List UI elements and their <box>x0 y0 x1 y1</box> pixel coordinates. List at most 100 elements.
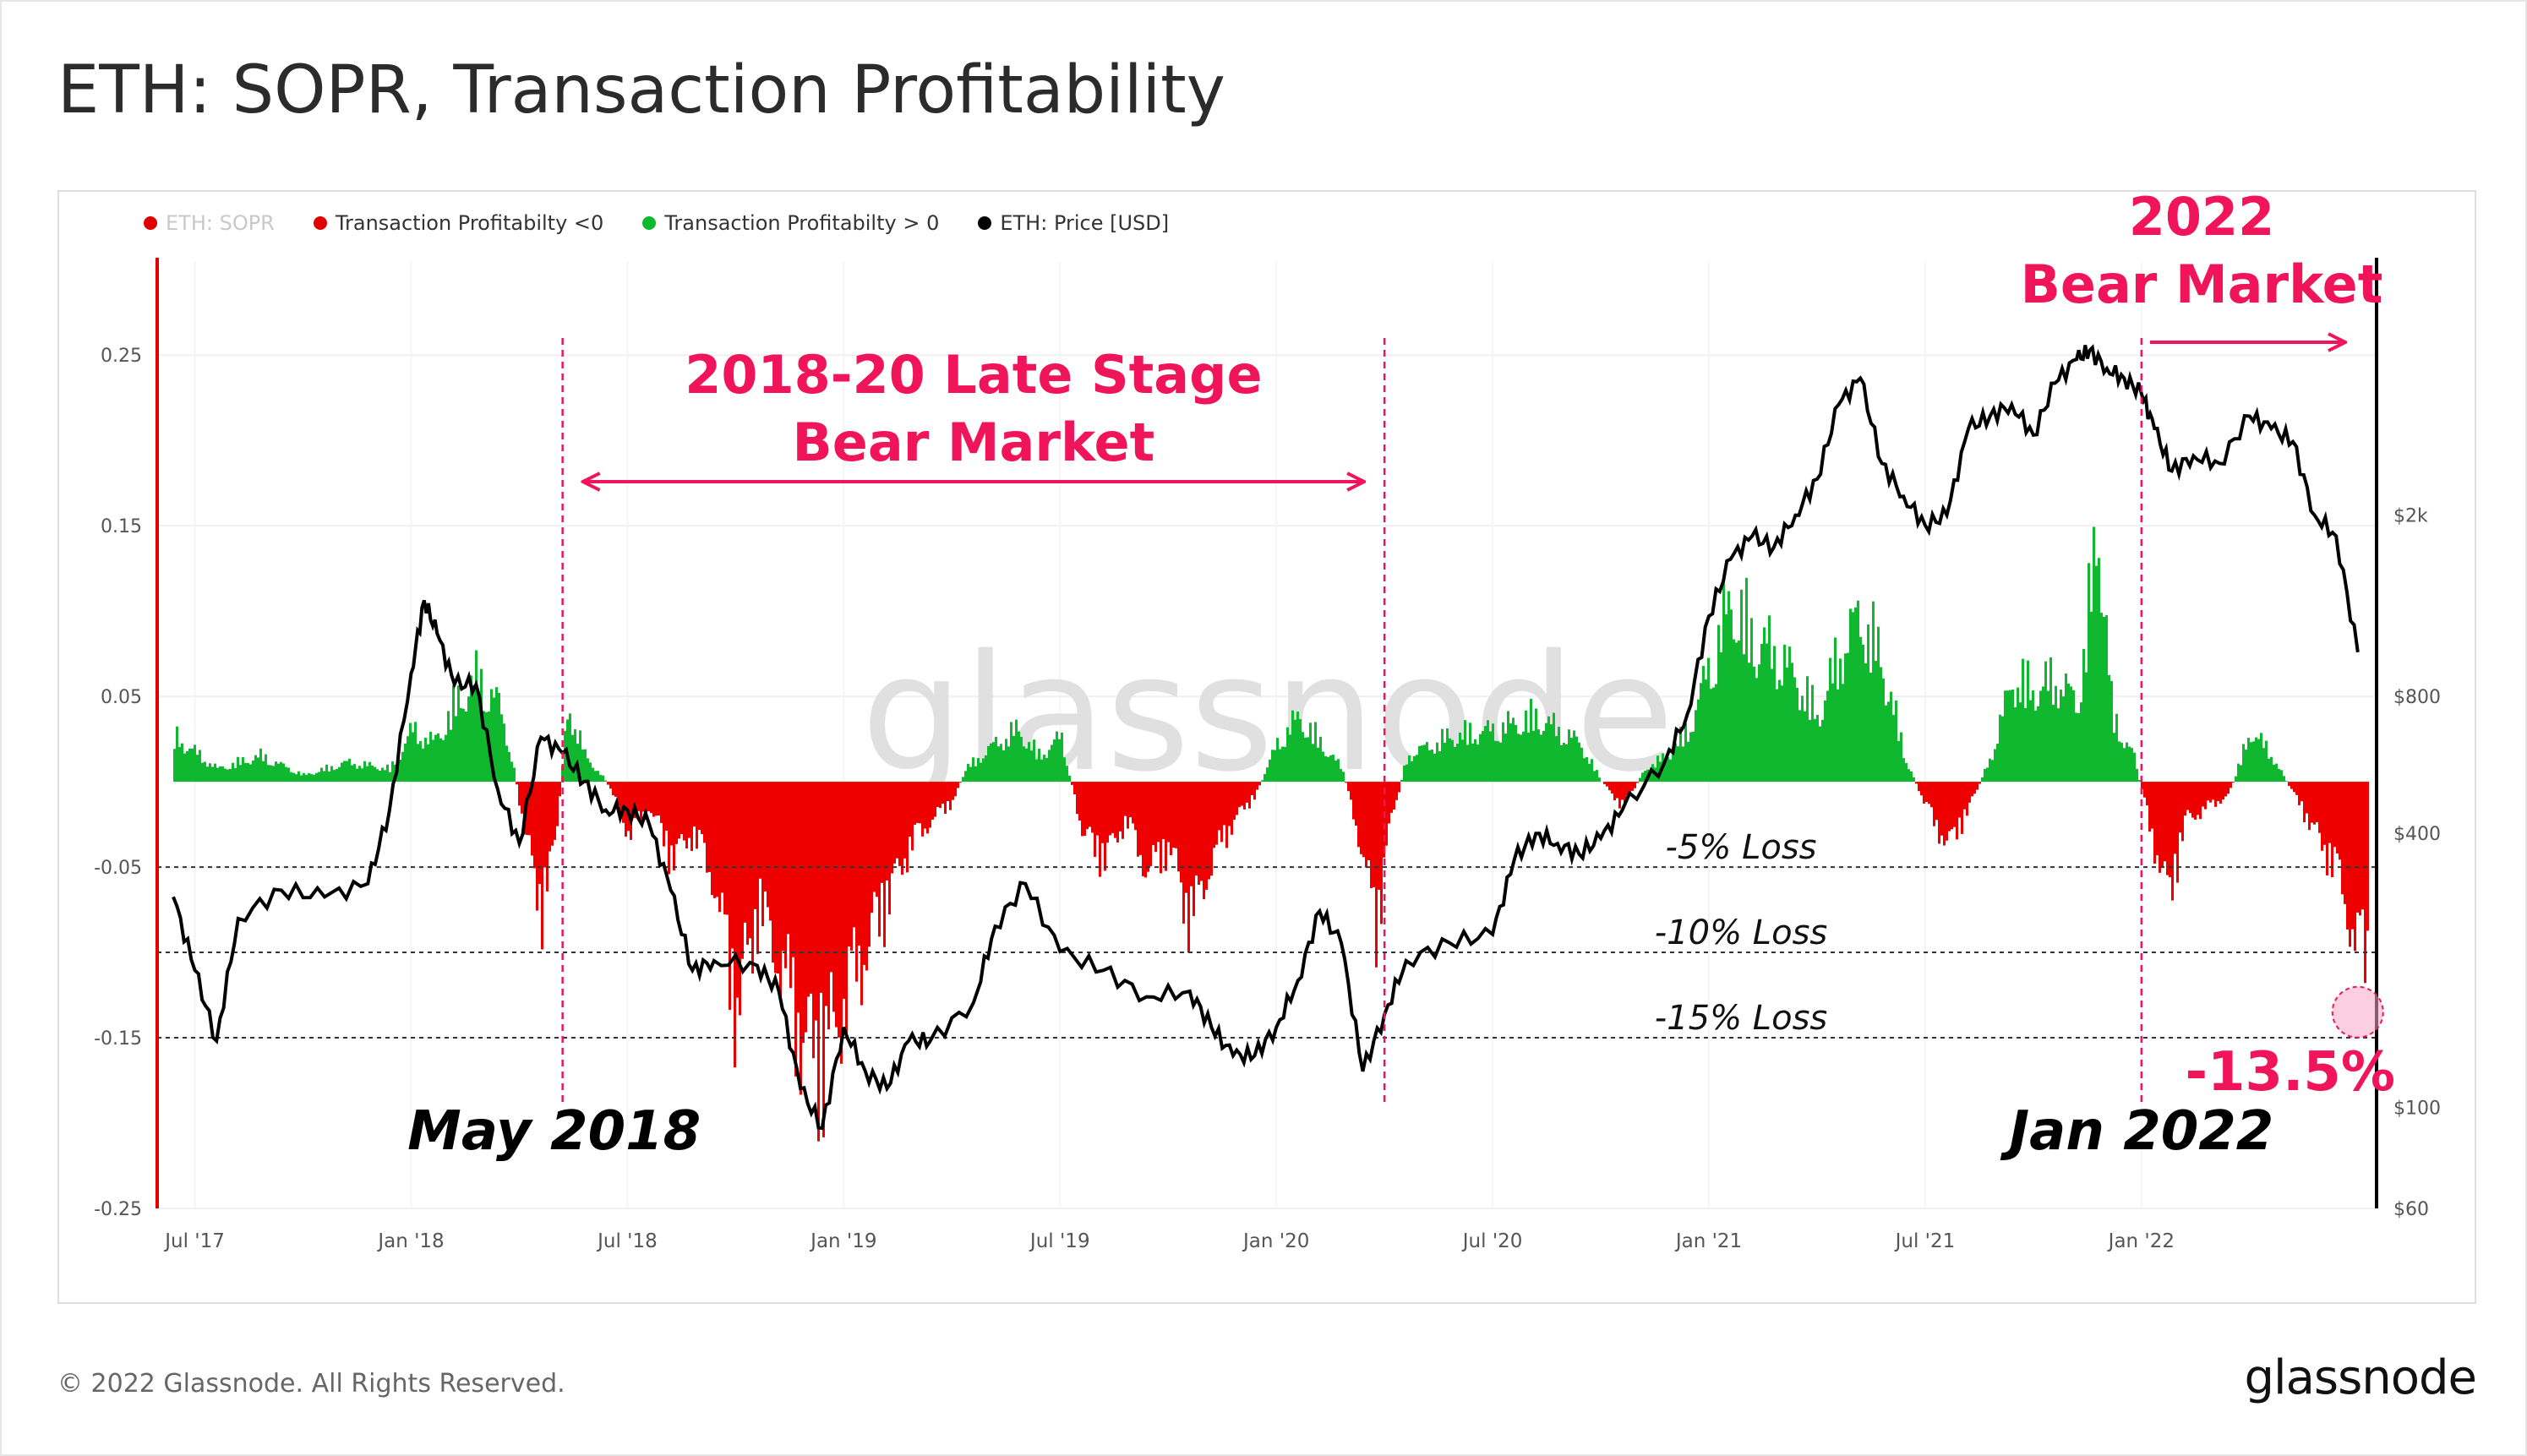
profitability-bar <box>1033 739 1035 783</box>
profitability-bar <box>1502 722 1504 783</box>
profitability-bar <box>2024 707 2027 783</box>
profitability-bar <box>2022 658 2024 783</box>
profitability-bar <box>249 764 252 783</box>
profitability-bar <box>1586 756 1588 783</box>
profitability-bar <box>419 741 422 783</box>
profitability-bar <box>478 696 480 783</box>
profitability-bar <box>1809 719 1811 783</box>
profitability-bar <box>807 782 810 997</box>
profitability-bar <box>1814 718 1816 783</box>
profitability-bar <box>1441 728 1444 783</box>
profitability-bar <box>1256 782 1258 790</box>
profitability-bar <box>1045 757 1048 783</box>
profitability-bar <box>549 782 551 852</box>
profitability-bar <box>1722 582 1725 783</box>
current-point-marker <box>2331 985 2384 1039</box>
profitability-bar <box>1882 678 1885 783</box>
profitability-bar <box>947 782 949 802</box>
profitability-bar <box>1086 782 1089 830</box>
profitability-bar <box>1682 746 1684 783</box>
profitability-bar <box>893 782 896 864</box>
profitability-bar <box>1408 755 1411 783</box>
profitability-bar <box>2004 690 2006 783</box>
profitability-bar <box>379 770 381 783</box>
profitability-bar <box>1071 782 1073 785</box>
x-tick-label: Jul '20 <box>1461 1230 1523 1252</box>
price-line <box>172 344 2360 1131</box>
profitability-bar <box>2039 690 2042 783</box>
profitability-bar <box>1702 666 1705 783</box>
profitability-bar <box>1897 740 1900 783</box>
legend-item-positive[interactable]: Transaction Profitabilty > 0 <box>642 211 939 235</box>
profitability-bar <box>188 748 191 783</box>
profitability-bar <box>2290 782 2293 789</box>
profitability-bar <box>1489 731 1492 783</box>
profitability-bar <box>1616 782 1618 799</box>
profitability-bar <box>2219 782 2222 804</box>
profitability-bar <box>2120 742 2123 783</box>
profitability-bar <box>1689 732 1692 783</box>
profitability-bar <box>239 765 242 783</box>
legend-item-negative[interactable]: Transaction Profitabilty <0 <box>313 211 603 235</box>
profitability-bar <box>2184 782 2186 816</box>
profitability-bar <box>2270 756 2273 783</box>
profitability-bar <box>1193 782 1195 917</box>
legend-label: Transaction Profitabilty > 0 <box>664 211 940 235</box>
profitability-bar <box>1327 756 1329 783</box>
profitability-bar <box>178 746 181 783</box>
profitability-bar <box>1606 782 1608 787</box>
profitability-bar <box>424 737 427 783</box>
profitability-bar <box>1641 772 1644 783</box>
profitability-bar <box>1198 782 1200 886</box>
profitability-bar <box>680 782 683 835</box>
profitability-bar <box>1492 723 1494 783</box>
profitability-bar <box>376 769 379 783</box>
profitability-bar <box>1190 782 1193 886</box>
profitability-bar <box>1223 782 1225 826</box>
loss-thresholds: -5% Loss -10% Loss -15% Loss <box>157 828 2377 1039</box>
profitability-bar <box>1007 746 1010 783</box>
profitability-bar <box>721 782 723 893</box>
profitability-bar <box>447 711 450 783</box>
profitability-bar <box>1010 722 1012 783</box>
profitability-bar <box>333 770 336 783</box>
legend-item-sopr[interactable]: ETH: SOPR <box>144 211 275 235</box>
profitability-bar <box>229 768 232 783</box>
profitability-bar <box>678 782 680 839</box>
legend-dot <box>144 216 157 230</box>
profitability-bar <box>2001 716 2004 783</box>
legend-item-price[interactable]: ETH: Price [USD] <box>978 211 1169 235</box>
profitability-bar <box>1015 719 1018 783</box>
profitability-bar <box>921 782 924 837</box>
profitability-bar <box>2207 782 2209 801</box>
profitability-bar <box>670 782 673 846</box>
profitability-bar <box>1469 723 1471 783</box>
profitability-bar <box>1160 782 1162 874</box>
profitability-bar <box>815 782 817 1021</box>
profitability-bar <box>594 771 597 783</box>
profitability-bar <box>1200 782 1203 881</box>
profitability-bar <box>982 758 985 783</box>
profitability-bar <box>1251 782 1253 795</box>
profitability-bar <box>551 782 554 846</box>
profitability-bar <box>1061 732 1063 783</box>
profitability-bar <box>627 782 630 832</box>
threshold-label: -10% Loss <box>1655 913 1828 952</box>
profitability-bar <box>744 782 746 923</box>
profitability-bar <box>1375 782 1378 968</box>
profitability-bar <box>2159 782 2161 873</box>
profitability-bar <box>619 782 622 815</box>
profitability-bar <box>1738 640 1740 783</box>
profitability-bar <box>1378 782 1380 890</box>
profitability-bar <box>1413 755 1416 783</box>
profitability-bar <box>569 713 571 783</box>
profitability-bar <box>972 757 974 783</box>
profitability-bar <box>2029 700 2032 783</box>
profitability-bar <box>1416 755 1418 783</box>
profitability-bar <box>812 782 815 1059</box>
profitability-bar <box>954 782 957 797</box>
bear2022-title-line2: Bear Market <box>2021 254 2383 315</box>
profitability-bar <box>987 745 990 783</box>
profitability-bar <box>1400 779 1403 783</box>
profitability-bar <box>1517 733 1520 783</box>
